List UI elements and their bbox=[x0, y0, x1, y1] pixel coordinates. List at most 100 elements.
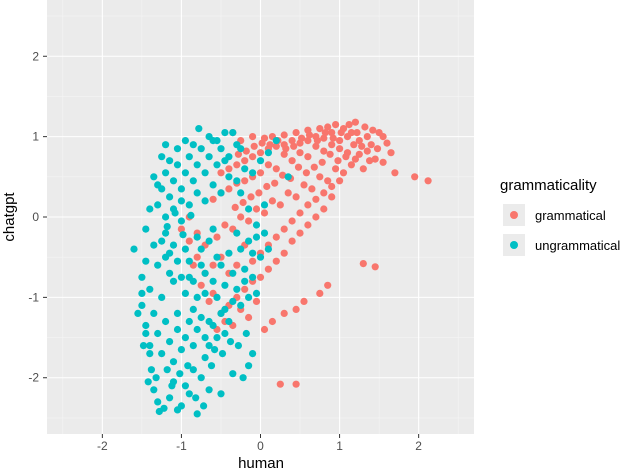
point-ungrammatical bbox=[138, 301, 146, 309]
point-ungrammatical bbox=[158, 350, 166, 358]
point-ungrammatical bbox=[146, 342, 154, 350]
point-grammatical bbox=[296, 209, 304, 217]
point-ungrammatical bbox=[146, 205, 154, 213]
point-ungrammatical bbox=[189, 366, 197, 374]
point-grammatical bbox=[318, 158, 326, 166]
point-ungrammatical bbox=[142, 225, 150, 233]
point-grammatical bbox=[294, 163, 303, 171]
point-grammatical bbox=[332, 165, 340, 173]
point-grammatical bbox=[355, 137, 363, 145]
point-ungrammatical bbox=[260, 201, 269, 209]
point-grammatical bbox=[252, 205, 261, 213]
point-grammatical bbox=[320, 205, 328, 213]
point-ungrammatical bbox=[181, 334, 189, 342]
point-grammatical bbox=[292, 380, 300, 388]
point-ungrammatical bbox=[237, 145, 245, 153]
point-ungrammatical bbox=[225, 173, 233, 181]
point-grammatical bbox=[366, 157, 374, 165]
point-grammatical bbox=[302, 169, 310, 177]
point-ungrammatical bbox=[197, 313, 205, 322]
point-grammatical bbox=[363, 147, 371, 155]
point-grammatical bbox=[328, 129, 336, 137]
point-grammatical bbox=[252, 297, 261, 305]
point-grammatical bbox=[264, 265, 272, 273]
point-grammatical bbox=[328, 182, 336, 191]
point-grammatical bbox=[266, 141, 274, 149]
point-grammatical bbox=[280, 131, 288, 139]
point-ungrammatical bbox=[189, 305, 197, 313]
point-grammatical bbox=[316, 289, 324, 297]
point-ungrammatical bbox=[201, 197, 209, 205]
point-ungrammatical bbox=[256, 157, 265, 165]
point-grammatical bbox=[241, 177, 249, 185]
point-grammatical bbox=[308, 185, 316, 193]
point-ungrammatical bbox=[166, 157, 174, 165]
point-ungrammatical bbox=[221, 281, 229, 289]
point-grammatical bbox=[241, 157, 249, 165]
point-ungrammatical bbox=[252, 233, 261, 241]
point-grammatical bbox=[242, 147, 250, 155]
point-ungrammatical bbox=[162, 169, 170, 177]
point-ungrammatical bbox=[193, 161, 201, 169]
point-ungrammatical bbox=[260, 229, 269, 237]
y-tick-label: -1 bbox=[28, 290, 39, 304]
point-grammatical bbox=[379, 133, 387, 141]
point-ungrammatical bbox=[189, 277, 197, 285]
point-ungrammatical bbox=[245, 293, 253, 301]
point-ungrammatical bbox=[154, 181, 162, 189]
point-ungrammatical bbox=[163, 223, 171, 231]
point-ungrammatical bbox=[264, 245, 272, 253]
point-ungrammatical bbox=[169, 177, 178, 185]
y-tick-label: 2 bbox=[32, 49, 39, 63]
point-grammatical bbox=[379, 158, 387, 166]
point-grammatical bbox=[345, 121, 353, 129]
point-ungrammatical bbox=[142, 329, 150, 338]
point-grammatical bbox=[209, 195, 217, 203]
point-grammatical bbox=[328, 193, 336, 201]
point-grammatical bbox=[336, 145, 344, 153]
point-grammatical bbox=[260, 209, 269, 217]
point-ungrammatical bbox=[209, 181, 217, 189]
legend-marker-grammatical bbox=[510, 211, 518, 219]
point-grammatical bbox=[272, 142, 280, 150]
point-ungrammatical bbox=[173, 145, 182, 153]
point-ungrammatical bbox=[176, 370, 184, 378]
point-grammatical bbox=[304, 201, 312, 209]
point-grammatical bbox=[324, 281, 332, 289]
point-ungrammatical bbox=[173, 309, 182, 317]
point-ungrammatical bbox=[221, 305, 229, 313]
point-grammatical bbox=[288, 237, 296, 245]
point-ungrammatical bbox=[154, 261, 162, 269]
point-ungrammatical bbox=[272, 137, 280, 145]
point-grammatical bbox=[383, 139, 391, 147]
x-tick-label: -2 bbox=[97, 439, 108, 453]
point-ungrammatical bbox=[249, 273, 257, 281]
point-grammatical bbox=[336, 177, 344, 185]
point-ungrammatical bbox=[138, 289, 146, 297]
y-tick-label: 0 bbox=[32, 210, 39, 224]
point-grammatical bbox=[324, 177, 332, 185]
point-ungrammatical bbox=[226, 338, 235, 346]
point-ungrammatical bbox=[185, 390, 193, 398]
point-ungrammatical bbox=[189, 141, 197, 149]
point-ungrammatical bbox=[152, 374, 160, 382]
point-ungrammatical bbox=[217, 145, 225, 153]
point-ungrammatical bbox=[225, 317, 233, 326]
point-ungrammatical bbox=[217, 390, 225, 398]
point-ungrammatical bbox=[213, 161, 221, 169]
point-grammatical bbox=[351, 155, 359, 163]
point-ungrammatical bbox=[241, 265, 249, 273]
point-grammatical bbox=[260, 325, 269, 334]
point-ungrammatical bbox=[185, 317, 193, 326]
point-grammatical bbox=[282, 145, 290, 153]
point-grammatical bbox=[387, 149, 395, 157]
point-grammatical bbox=[316, 173, 324, 181]
point-grammatical bbox=[343, 133, 352, 141]
point-grammatical bbox=[221, 221, 229, 229]
point-ungrammatical bbox=[218, 350, 227, 358]
point-grammatical bbox=[292, 129, 300, 137]
point-grammatical bbox=[332, 121, 340, 129]
point-grammatical bbox=[250, 142, 258, 150]
point-ungrammatical bbox=[173, 161, 182, 169]
point-ungrammatical bbox=[201, 334, 209, 342]
